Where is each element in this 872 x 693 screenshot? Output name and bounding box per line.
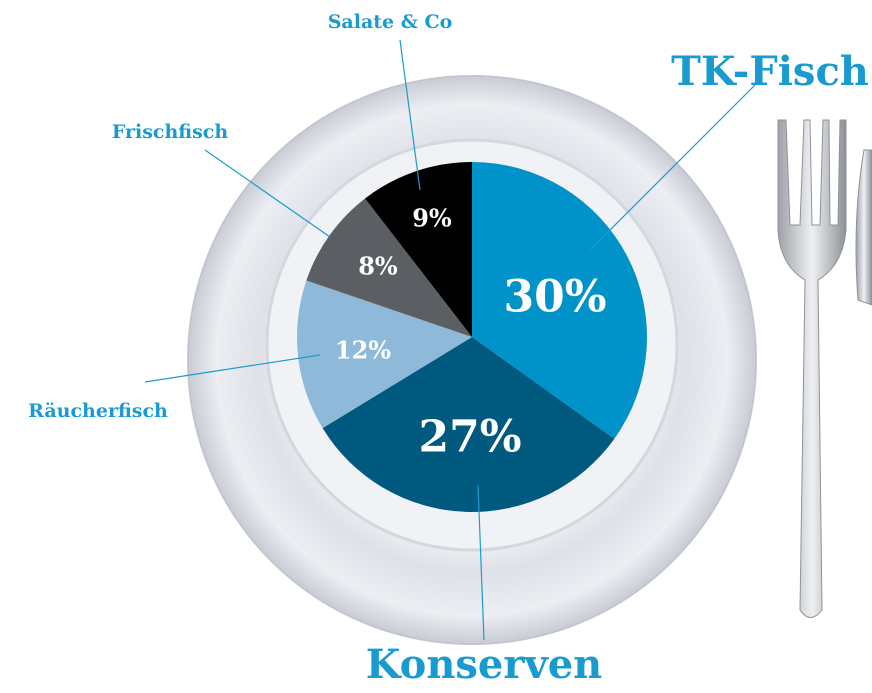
value-label: 30% [503,272,606,323]
value-label: 12% [335,336,391,365]
category-label: Salate & Co [328,11,453,33]
value-label: 9% [412,204,452,233]
category-label: Räucherfisch [28,400,168,422]
category-label: Frischfisch [112,121,229,143]
value-label: 27% [418,412,521,463]
value-label: 8% [358,252,398,281]
chart: 30% TK-Fisch 27% Konserven 12% Räucherfisch 8%… [0,0,872,693]
category-label: TK-Fisch [671,48,869,95]
fork [778,120,872,618]
category-label: Konserven [366,641,602,688]
